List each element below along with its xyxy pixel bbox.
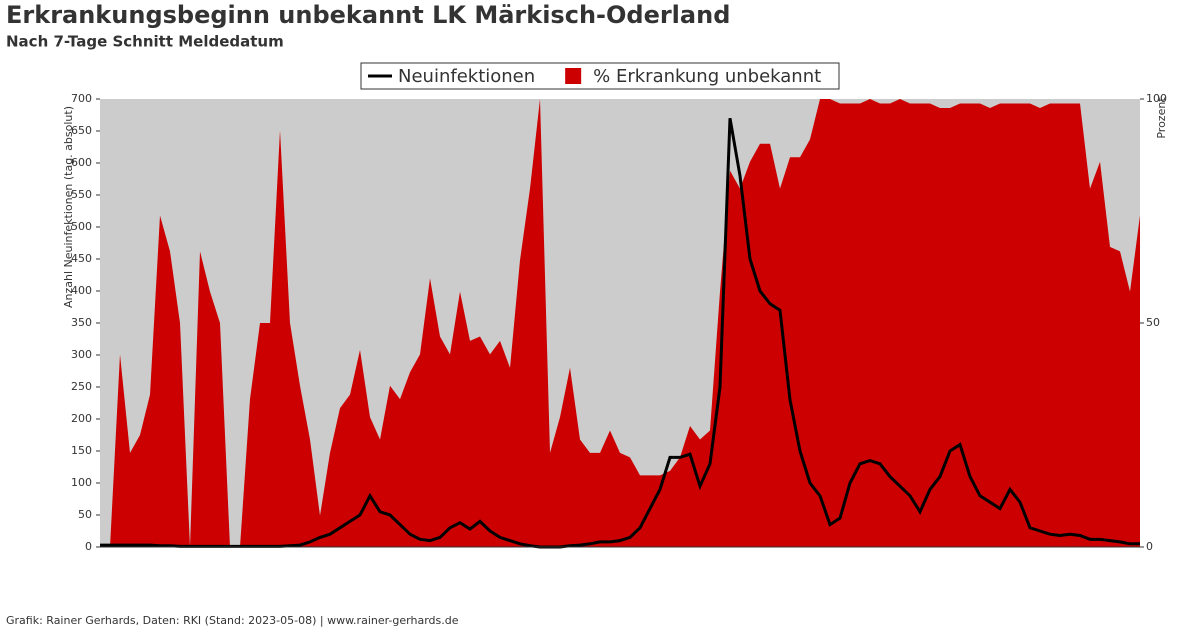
y-tick-label: 400 [71,284,92,297]
y-tick-label: 550 [71,188,92,201]
legend: Neuinfektionen % Erkrankung unbekannt [360,62,840,90]
legend-swatch [565,68,582,84]
footer: Grafik: Rainer Gerhards, Daten: RKI (Sta… [6,614,459,627]
y2-tick-label: 50 [1146,316,1160,329]
y2-tick-label: 100 [1146,92,1167,105]
y-tick-label: 0 [85,540,92,553]
y-tick-label: 250 [71,380,92,393]
y-tick-label: 100 [71,476,92,489]
area [100,99,1140,547]
y-tick-label: 350 [71,316,92,329]
y-tick-label: 450 [71,252,92,265]
y-tick-label: 500 [71,220,92,233]
y2-axis-label: Prozent [1155,97,1168,139]
line [100,117,1140,549]
y-tick-label: 650 [71,124,92,137]
y-tick-label: 700 [71,92,92,105]
legend-label: Neuinfektionen [398,66,535,87]
legend-label: % Erkrankung unbekannt [593,66,821,87]
y-tick-label: 600 [71,156,92,169]
y-tick-label: 50 [78,508,92,521]
y-tick-label: 150 [71,444,92,457]
y-axis-label: Anzahl Neuinfektionen (tag. absolut) [62,106,75,308]
legend-box [360,62,840,90]
y2-tick-label: 0 [1146,540,1153,553]
chart-title: Erkrankungsbeginn unbekannt LK Märkisch-… [6,1,730,29]
y-tick-label: 300 [71,348,92,361]
y-tick-label: 200 [71,412,92,425]
chart-subtitle: Nach 7-Tage Schnitt Meldedatum [6,33,284,51]
